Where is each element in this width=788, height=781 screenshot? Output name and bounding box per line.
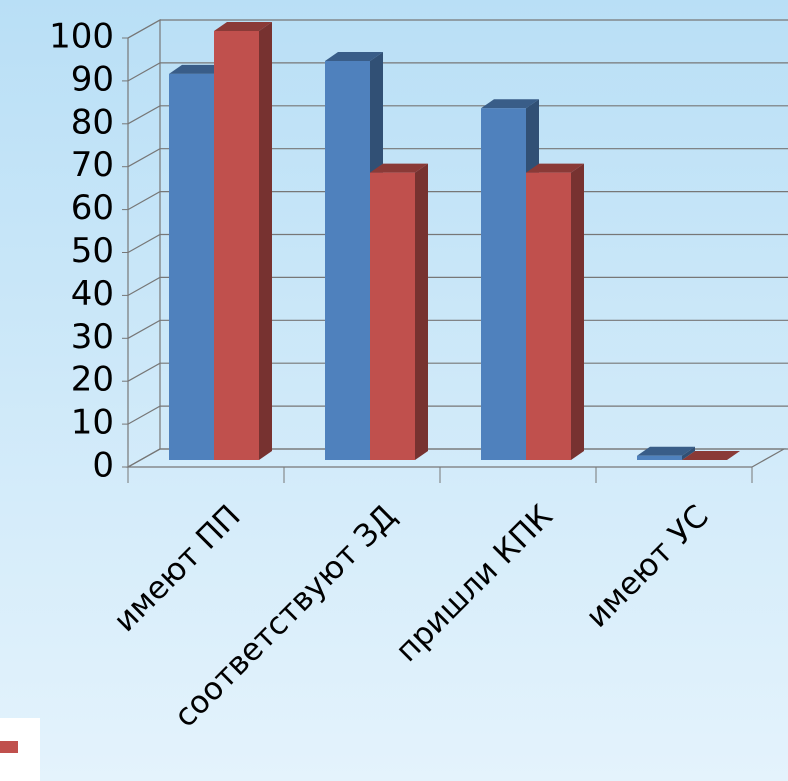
bar-top bbox=[214, 22, 272, 31]
bar-front bbox=[370, 172, 415, 460]
bar-front bbox=[526, 172, 571, 460]
bar-side bbox=[682, 446, 695, 460]
bar-front bbox=[481, 108, 526, 460]
bar-top bbox=[526, 163, 584, 173]
bar-front bbox=[325, 61, 370, 460]
bar-top bbox=[370, 163, 428, 173]
bar bbox=[526, 163, 584, 460]
grid-line bbox=[127, 19, 788, 39]
bar-side bbox=[259, 22, 272, 460]
y-tick-label: 90 bbox=[71, 59, 114, 99]
legend-marker bbox=[0, 741, 18, 753]
bar bbox=[682, 451, 740, 460]
bar-front bbox=[169, 73, 214, 461]
y-tick-label: 70 bbox=[71, 145, 114, 185]
y-tick-label: 10 bbox=[71, 403, 114, 443]
bar bbox=[637, 446, 695, 460]
y-tick-label: 40 bbox=[71, 274, 114, 314]
bar-side bbox=[571, 163, 584, 460]
bar-top bbox=[481, 99, 539, 109]
y-tick-label: 80 bbox=[71, 102, 114, 142]
grid-line bbox=[127, 105, 788, 125]
bar-top bbox=[325, 52, 383, 62]
bar bbox=[370, 163, 428, 460]
bar-side bbox=[415, 163, 428, 460]
bar-top bbox=[169, 64, 227, 74]
y-tick-label: 60 bbox=[71, 188, 114, 228]
bar-front bbox=[637, 455, 682, 460]
y-tick-label: 30 bbox=[71, 317, 114, 357]
bar-front bbox=[214, 31, 259, 460]
bar bbox=[214, 22, 272, 460]
bar-top bbox=[637, 446, 695, 456]
y-tick-label: 0 bbox=[92, 446, 114, 486]
y-tick-label: 20 bbox=[71, 360, 114, 400]
grid-line bbox=[127, 62, 788, 82]
grid-line bbox=[127, 148, 788, 168]
bar-top bbox=[682, 451, 740, 460]
y-tick-label: 100 bbox=[49, 17, 114, 57]
y-tick-label: 50 bbox=[71, 231, 114, 271]
